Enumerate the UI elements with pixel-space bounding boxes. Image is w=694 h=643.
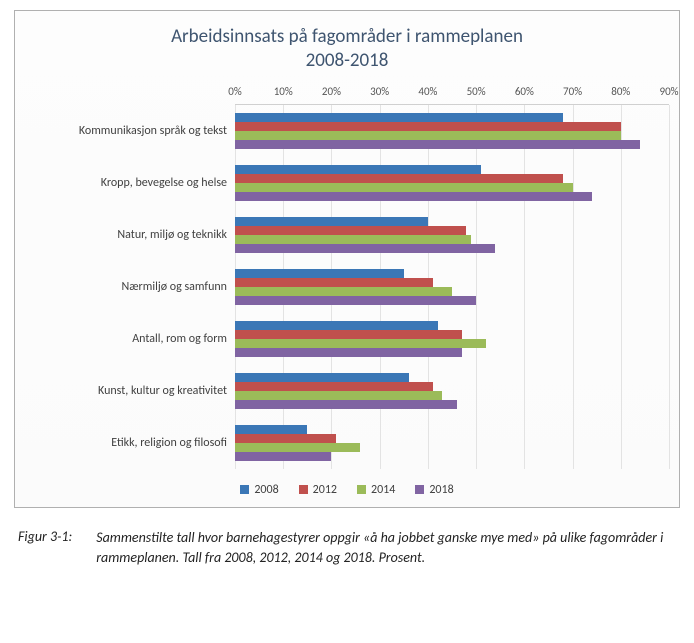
category-group: Antall, rom og form — [235, 313, 669, 365]
legend-swatch — [240, 485, 249, 494]
axis-plot-col: 0%10%20%30%40%50%60%70%80%90% — [235, 83, 669, 105]
category-label: Kropp, bevegelse og helse — [17, 176, 227, 190]
bars-plot: Kommunikasjon språk og tekstKropp, beveg… — [235, 105, 669, 469]
chart-title-line1: Arbeidsinnsats på fagområder i rammeplan… — [171, 25, 523, 48]
x-tick: 80% — [611, 85, 630, 98]
caption-label: Figur 3-1: — [18, 528, 72, 569]
category-group: Natur, miljø og teknikk — [235, 209, 669, 261]
bar — [235, 165, 481, 174]
legend-label: 2008 — [254, 483, 278, 497]
bar — [235, 122, 621, 131]
category-group: Kropp, bevegelse og helse — [235, 157, 669, 209]
bar — [235, 434, 336, 443]
bars-wrap — [235, 217, 669, 253]
x-tick: 40% — [418, 85, 437, 98]
bar — [235, 339, 486, 348]
gridline — [669, 105, 670, 469]
bar — [235, 226, 466, 235]
bar — [235, 425, 307, 434]
x-axis: 0%10%20%30%40%50%60%70%80%90% — [25, 83, 669, 105]
bars-wrap — [235, 425, 669, 461]
caption-text: Sammenstilte tall hvor barnehagestyrer o… — [96, 528, 676, 569]
category-label: Natur, miljø og teknikk — [17, 228, 227, 242]
bars-wrap — [235, 321, 669, 357]
bar — [235, 217, 428, 226]
category-label: Antall, rom og form — [17, 332, 227, 346]
x-tick: 50% — [467, 85, 486, 98]
category-group: Kommunikasjon språk og tekst — [235, 105, 669, 157]
bar — [235, 348, 462, 357]
legend-item: 2012 — [299, 483, 337, 497]
bar — [235, 269, 404, 278]
legend-label: 2014 — [371, 483, 395, 497]
category-label: Kunst, kultur og kreativitet — [17, 384, 227, 398]
legend-swatch — [357, 485, 366, 494]
bars-wrap — [235, 373, 669, 409]
legend-item: 2018 — [415, 483, 453, 497]
bar — [235, 131, 621, 140]
bar — [235, 287, 452, 296]
category-group: Kunst, kultur og kreativitet — [235, 365, 669, 417]
legend-item: 2008 — [240, 483, 278, 497]
x-tick: 70% — [563, 85, 582, 98]
bar — [235, 443, 360, 452]
category-group: Nærmiljø og samfunn — [235, 261, 669, 313]
x-tick: 10% — [274, 85, 293, 98]
category-group: Etikk, religion og filosofi — [235, 417, 669, 469]
bar — [235, 382, 433, 391]
bar — [235, 113, 563, 122]
legend-label: 2018 — [429, 483, 453, 497]
bar — [235, 183, 573, 192]
category-label: Nærmiljø og samfunn — [17, 280, 227, 294]
x-tick: 0% — [228, 85, 241, 98]
category-label: Kommunikasjon språk og tekst — [17, 124, 227, 138]
bars-wrap — [235, 113, 669, 149]
bar — [235, 373, 409, 382]
x-tick: 90% — [659, 85, 678, 98]
chart-title-line2: 2008-2018 — [306, 49, 389, 72]
figure-frame: Arbeidsinnsats på fagområder i rammeplan… — [14, 10, 680, 508]
bar — [235, 296, 476, 305]
bar — [235, 400, 457, 409]
figure-caption: Figur 3-1: Sammenstilte tall hvor barneh… — [0, 514, 694, 579]
legend-item: 2014 — [357, 483, 395, 497]
axis-ticks: 0%10%20%30%40%50%60%70%80%90% — [235, 83, 669, 105]
bar — [235, 452, 331, 461]
bar — [235, 174, 563, 183]
bar — [235, 140, 640, 149]
bar — [235, 321, 438, 330]
legend-swatch — [299, 485, 308, 494]
plot-col: Kommunikasjon språk og tekstKropp, beveg… — [235, 105, 669, 469]
data-row: Kommunikasjon språk og tekstKropp, beveg… — [25, 105, 669, 469]
category-label: Etikk, religion og filosofi — [17, 436, 227, 450]
bar — [235, 235, 471, 244]
bar — [235, 244, 495, 253]
legend: 2008 2012 2014 2018 — [25, 483, 669, 497]
chart-title: Arbeidsinnsats på fagområder i rammeplan… — [25, 25, 669, 73]
bars-wrap — [235, 165, 669, 201]
x-tick: 30% — [370, 85, 389, 98]
legend-label: 2012 — [313, 483, 337, 497]
bar — [235, 192, 592, 201]
legend-swatch — [415, 485, 424, 494]
x-tick: 20% — [322, 85, 341, 98]
bar — [235, 330, 462, 339]
bars-wrap — [235, 269, 669, 305]
bar — [235, 391, 442, 400]
x-tick: 60% — [515, 85, 534, 98]
bar — [235, 278, 433, 287]
chart-area: 0%10%20%30%40%50%60%70%80%90% Kommunikas… — [25, 83, 669, 469]
